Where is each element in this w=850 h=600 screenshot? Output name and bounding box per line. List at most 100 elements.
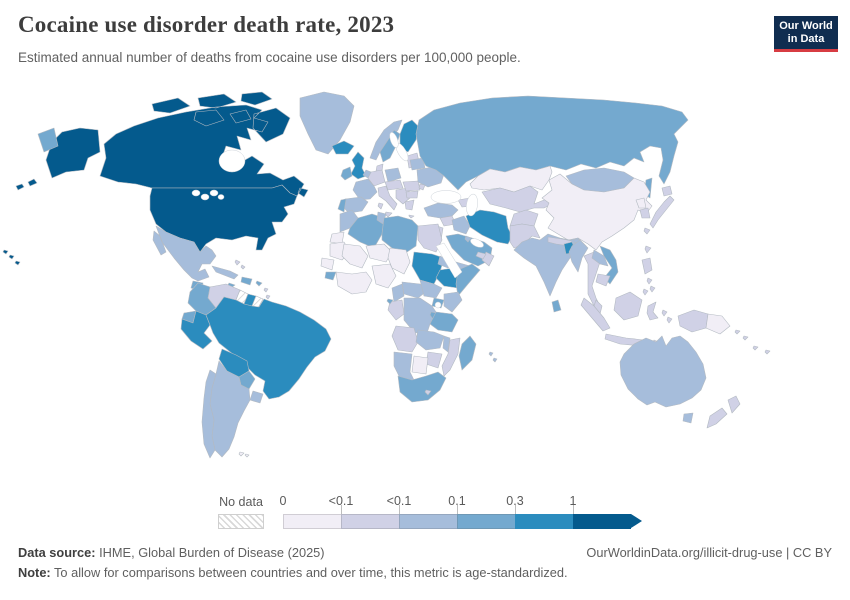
country-cambodia[interactable] — [595, 273, 611, 287]
footer-note-text: To allow for comparisons between countri… — [50, 565, 568, 580]
country-australia[interactable] — [619, 335, 707, 408]
country-canada[interactable] — [99, 91, 309, 198]
country-hispaniola[interactable] — [240, 276, 253, 286]
country-sri-lanka[interactable] — [551, 299, 562, 313]
legend-segment-1[interactable] — [341, 514, 399, 529]
legend-tick-mark-2 — [399, 505, 400, 514]
country-crete[interactable] — [408, 214, 415, 219]
country-belarus[interactable] — [409, 157, 426, 171]
caspian-sea — [466, 193, 478, 217]
country-zimbabwe[interactable] — [425, 351, 443, 369]
country-tasmania[interactable] — [682, 412, 694, 424]
country-falkland-islands[interactable] — [238, 451, 250, 458]
country-myanmar[interactable] — [568, 239, 589, 273]
country-sicily[interactable] — [384, 211, 393, 218]
country-pacific-islands[interactable] — [734, 329, 771, 355]
country-indonesian-papua[interactable] — [677, 309, 709, 333]
country-mauritius[interactable] — [488, 351, 498, 363]
country-portugal[interactable] — [337, 198, 347, 213]
hudson-bay — [218, 149, 246, 173]
country-kazakhstan[interactable] — [469, 165, 553, 193]
country-bahamas[interactable] — [234, 259, 246, 270]
legend-no-data-swatch[interactable] — [218, 514, 264, 529]
country-moldova[interactable] — [418, 183, 426, 191]
legend-segment-0[interactable] — [283, 514, 341, 529]
lake-victoria — [434, 301, 442, 309]
country-kuwait[interactable] — [464, 235, 472, 243]
country-north-korea[interactable] — [635, 197, 647, 209]
country-romania[interactable] — [402, 180, 421, 192]
country-france[interactable] — [352, 178, 378, 201]
country-greenland[interactable] — [299, 91, 355, 155]
country-vietnam[interactable] — [599, 245, 619, 285]
country-madagascar[interactable] — [458, 335, 477, 371]
country-philippines[interactable] — [641, 257, 656, 296]
owid-logo[interactable]: Our World in Data — [774, 16, 838, 52]
country-tanzania[interactable] — [429, 311, 459, 333]
country-nigeria[interactable] — [371, 263, 397, 289]
country-libya[interactable] — [381, 215, 419, 255]
country-iceland[interactable] — [331, 140, 355, 155]
country-kenya[interactable] — [443, 291, 463, 313]
country-taiwan[interactable] — [644, 245, 652, 254]
country-puerto-rico[interactable] — [255, 280, 263, 287]
country-brazil[interactable] — [205, 296, 332, 400]
country-cuba[interactable] — [211, 265, 239, 280]
country-lesotho[interactable] — [424, 389, 432, 396]
country-afghanistan[interactable] — [509, 209, 539, 227]
legend-tick-mark-4 — [515, 505, 516, 514]
country-chile[interactable] — [201, 369, 217, 459]
country-ireland[interactable] — [340, 166, 353, 181]
owid-logo-line2: in Data — [787, 33, 825, 45]
country-italy[interactable] — [377, 185, 398, 211]
legend-segment-4[interactable] — [515, 514, 573, 529]
country-sumatra[interactable] — [580, 297, 611, 332]
country-russia[interactable] — [415, 95, 689, 191]
country-peru[interactable] — [180, 310, 213, 350]
country-egypt[interactable] — [417, 223, 443, 253]
country-moluccas[interactable] — [661, 309, 673, 324]
country-turkey[interactable] — [423, 202, 459, 219]
country-mexico[interactable] — [152, 225, 217, 282]
country-laos[interactable] — [591, 249, 609, 267]
country-sardinia[interactable] — [377, 202, 384, 210]
country-chad[interactable] — [387, 247, 411, 275]
country-hawaii[interactable] — [2, 249, 21, 266]
country-poland[interactable] — [384, 167, 402, 183]
country-cameroon[interactable] — [391, 283, 405, 303]
country-alaska[interactable] — [15, 127, 101, 191]
country-papua-new-guinea[interactable] — [705, 313, 731, 335]
country-west-africa[interactable] — [335, 271, 373, 295]
country-senegal[interactable] — [320, 257, 335, 271]
legend-segment-2[interactable] — [399, 514, 457, 529]
country-south-africa[interactable] — [397, 371, 447, 403]
country-bulgaria[interactable] — [405, 190, 419, 199]
country-niger[interactable] — [365, 243, 393, 263]
footer-link[interactable]: OurWorldinData.org/illicit-drug-use | CC… — [586, 545, 832, 560]
country-benelux[interactable] — [362, 169, 372, 179]
country-czech-hungary[interactable] — [384, 179, 404, 191]
country-japan[interactable] — [643, 185, 675, 235]
legend-segment-5[interactable] — [573, 514, 631, 529]
country-iraq[interactable] — [451, 215, 471, 235]
country-uruguay[interactable] — [249, 390, 264, 404]
country-borneo[interactable] — [613, 291, 643, 321]
country-mozambique[interactable] — [441, 337, 461, 377]
country-gabon-congo[interactable] — [387, 299, 405, 321]
country-angola[interactable] — [391, 325, 419, 353]
legend-segment-3[interactable] — [457, 514, 515, 529]
country-sulawesi[interactable] — [646, 301, 659, 321]
country-south-korea[interactable] — [639, 207, 651, 219]
country-south-sudan[interactable] — [419, 279, 443, 299]
country-uae[interactable] — [475, 251, 487, 260]
country-guinea[interactable] — [324, 271, 337, 281]
legend-color-bar — [283, 514, 642, 529]
country-russia-east[interactable] — [37, 127, 59, 153]
country-china[interactable] — [541, 173, 653, 251]
country-botswana[interactable] — [411, 355, 429, 375]
country-zambia[interactable] — [415, 329, 445, 351]
country-new-zealand[interactable] — [706, 395, 741, 429]
country-equatorial-guinea[interactable] — [386, 298, 394, 305]
country-greece[interactable] — [404, 199, 415, 211]
country-mali[interactable] — [341, 243, 369, 269]
